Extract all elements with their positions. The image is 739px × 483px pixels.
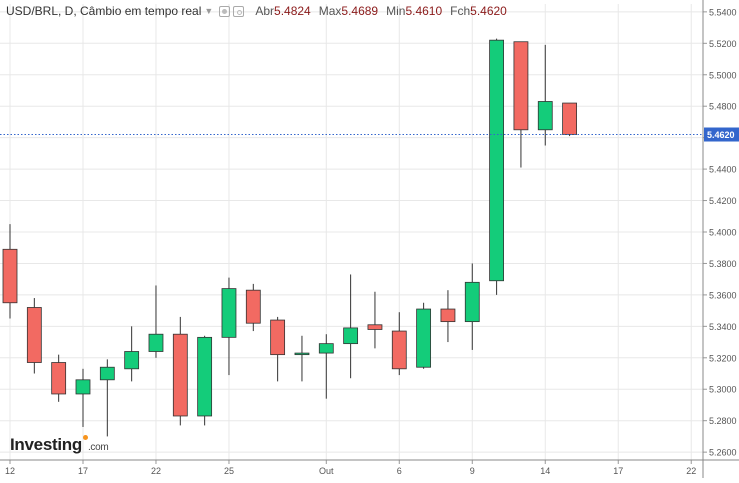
candle-body-down	[172, 333, 188, 417]
logo-dot-icon	[82, 435, 88, 440]
x-tick-label: 6	[397, 466, 402, 476]
ohlc-close-label: Fch	[450, 4, 471, 18]
x-tick-label: 22	[151, 466, 161, 476]
candle-body-up	[343, 327, 359, 345]
candle-body-up	[197, 336, 213, 417]
x-tick-label: 25	[224, 466, 234, 476]
chart-header: USD/BRL, D, Câmbio em tempo real ▼ Abr5.…	[6, 2, 507, 20]
candle-body-down	[391, 330, 407, 370]
ohlc-high-label: Max	[318, 4, 342, 18]
candle-body-down	[51, 362, 67, 395]
ohlc-open-label: Abr	[255, 4, 275, 18]
y-tick-label: 5.4200	[709, 196, 737, 206]
chevron-down-icon[interactable]: ▼	[204, 6, 214, 16]
visibility-icon[interactable]	[219, 5, 231, 17]
x-tick-label: Out	[319, 466, 334, 476]
y-tick-label: 5.4400	[709, 165, 737, 175]
ohlc-low-value: 5.4610	[405, 4, 443, 18]
candle-body-up	[75, 379, 91, 395]
investing-logo[interactable]: Investing .com	[10, 435, 109, 455]
last-price-badge	[704, 127, 739, 142]
candle-body-down	[440, 308, 456, 323]
y-tick-label: 5.5200	[709, 39, 737, 49]
y-tick-label: 5.3800	[709, 259, 737, 269]
candle-body-down	[562, 102, 577, 135]
last-price-layer: 5.4620	[0, 127, 739, 142]
candle-body-down	[26, 307, 42, 363]
x-tick-label: 14	[540, 466, 550, 476]
ohlc-close-value: 5.4620	[470, 4, 507, 18]
candle-body-up	[124, 351, 140, 370]
candles-layer	[2, 38, 577, 437]
y-tick-label: 5.3000	[709, 385, 737, 395]
last-price-label: 5.4620	[707, 130, 735, 140]
candle-body-up	[416, 308, 432, 368]
ohlc-low-label: Min	[386, 4, 406, 18]
candle-body-down	[367, 324, 383, 330]
ohlc-high-value: 5.4689	[341, 4, 379, 18]
y-tick-label: 5.5000	[709, 70, 737, 80]
chart-title: USD/BRL, D, Câmbio em tempo real	[6, 4, 202, 18]
grid-layer	[0, 4, 703, 460]
x-tick-label: 9	[470, 466, 475, 476]
candle-body-down	[270, 319, 286, 356]
candle-body-up	[148, 333, 164, 352]
ohlc-low: Min5.4610	[386, 4, 442, 18]
y-tick-label: 5.2600	[709, 448, 737, 458]
y-tick-label: 5.5400	[709, 7, 737, 17]
ohlc-high: Max5.4689	[319, 4, 378, 18]
candle-body-up	[464, 281, 480, 323]
candle-body-up	[294, 352, 310, 356]
logo-text: Investing	[10, 435, 82, 454]
ohlc-open: Abr5.4824	[255, 4, 310, 18]
candle-body-down	[513, 41, 529, 131]
candle-body-up	[489, 39, 505, 282]
x-tick-label: 12	[5, 466, 15, 476]
candle-body-down	[245, 289, 261, 324]
candle-body-down	[2, 248, 18, 304]
y-tick-label: 5.4000	[709, 228, 737, 238]
x-tick-label: 22	[686, 466, 696, 476]
ohlc-open-value: 5.4824	[274, 4, 311, 18]
candle-body-up	[537, 101, 553, 131]
candle-body-up	[318, 343, 334, 354]
y-tick-label: 5.3600	[709, 290, 737, 300]
y-tick-label: 5.3200	[709, 353, 737, 363]
settings-icon[interactable]	[233, 5, 245, 17]
candle-body-up	[99, 366, 115, 381]
y-tick-label: 5.2800	[709, 416, 737, 426]
ohlc-close: Fch5.4620	[450, 4, 507, 18]
candle-body-up	[221, 288, 237, 338]
logo-suffix: .com	[87, 442, 109, 453]
y-tick-label: 5.4800	[709, 102, 737, 112]
x-tick-label: 17	[78, 466, 88, 476]
x-tick-label: 17	[613, 466, 623, 476]
y-tick-label: 5.3400	[709, 322, 737, 332]
